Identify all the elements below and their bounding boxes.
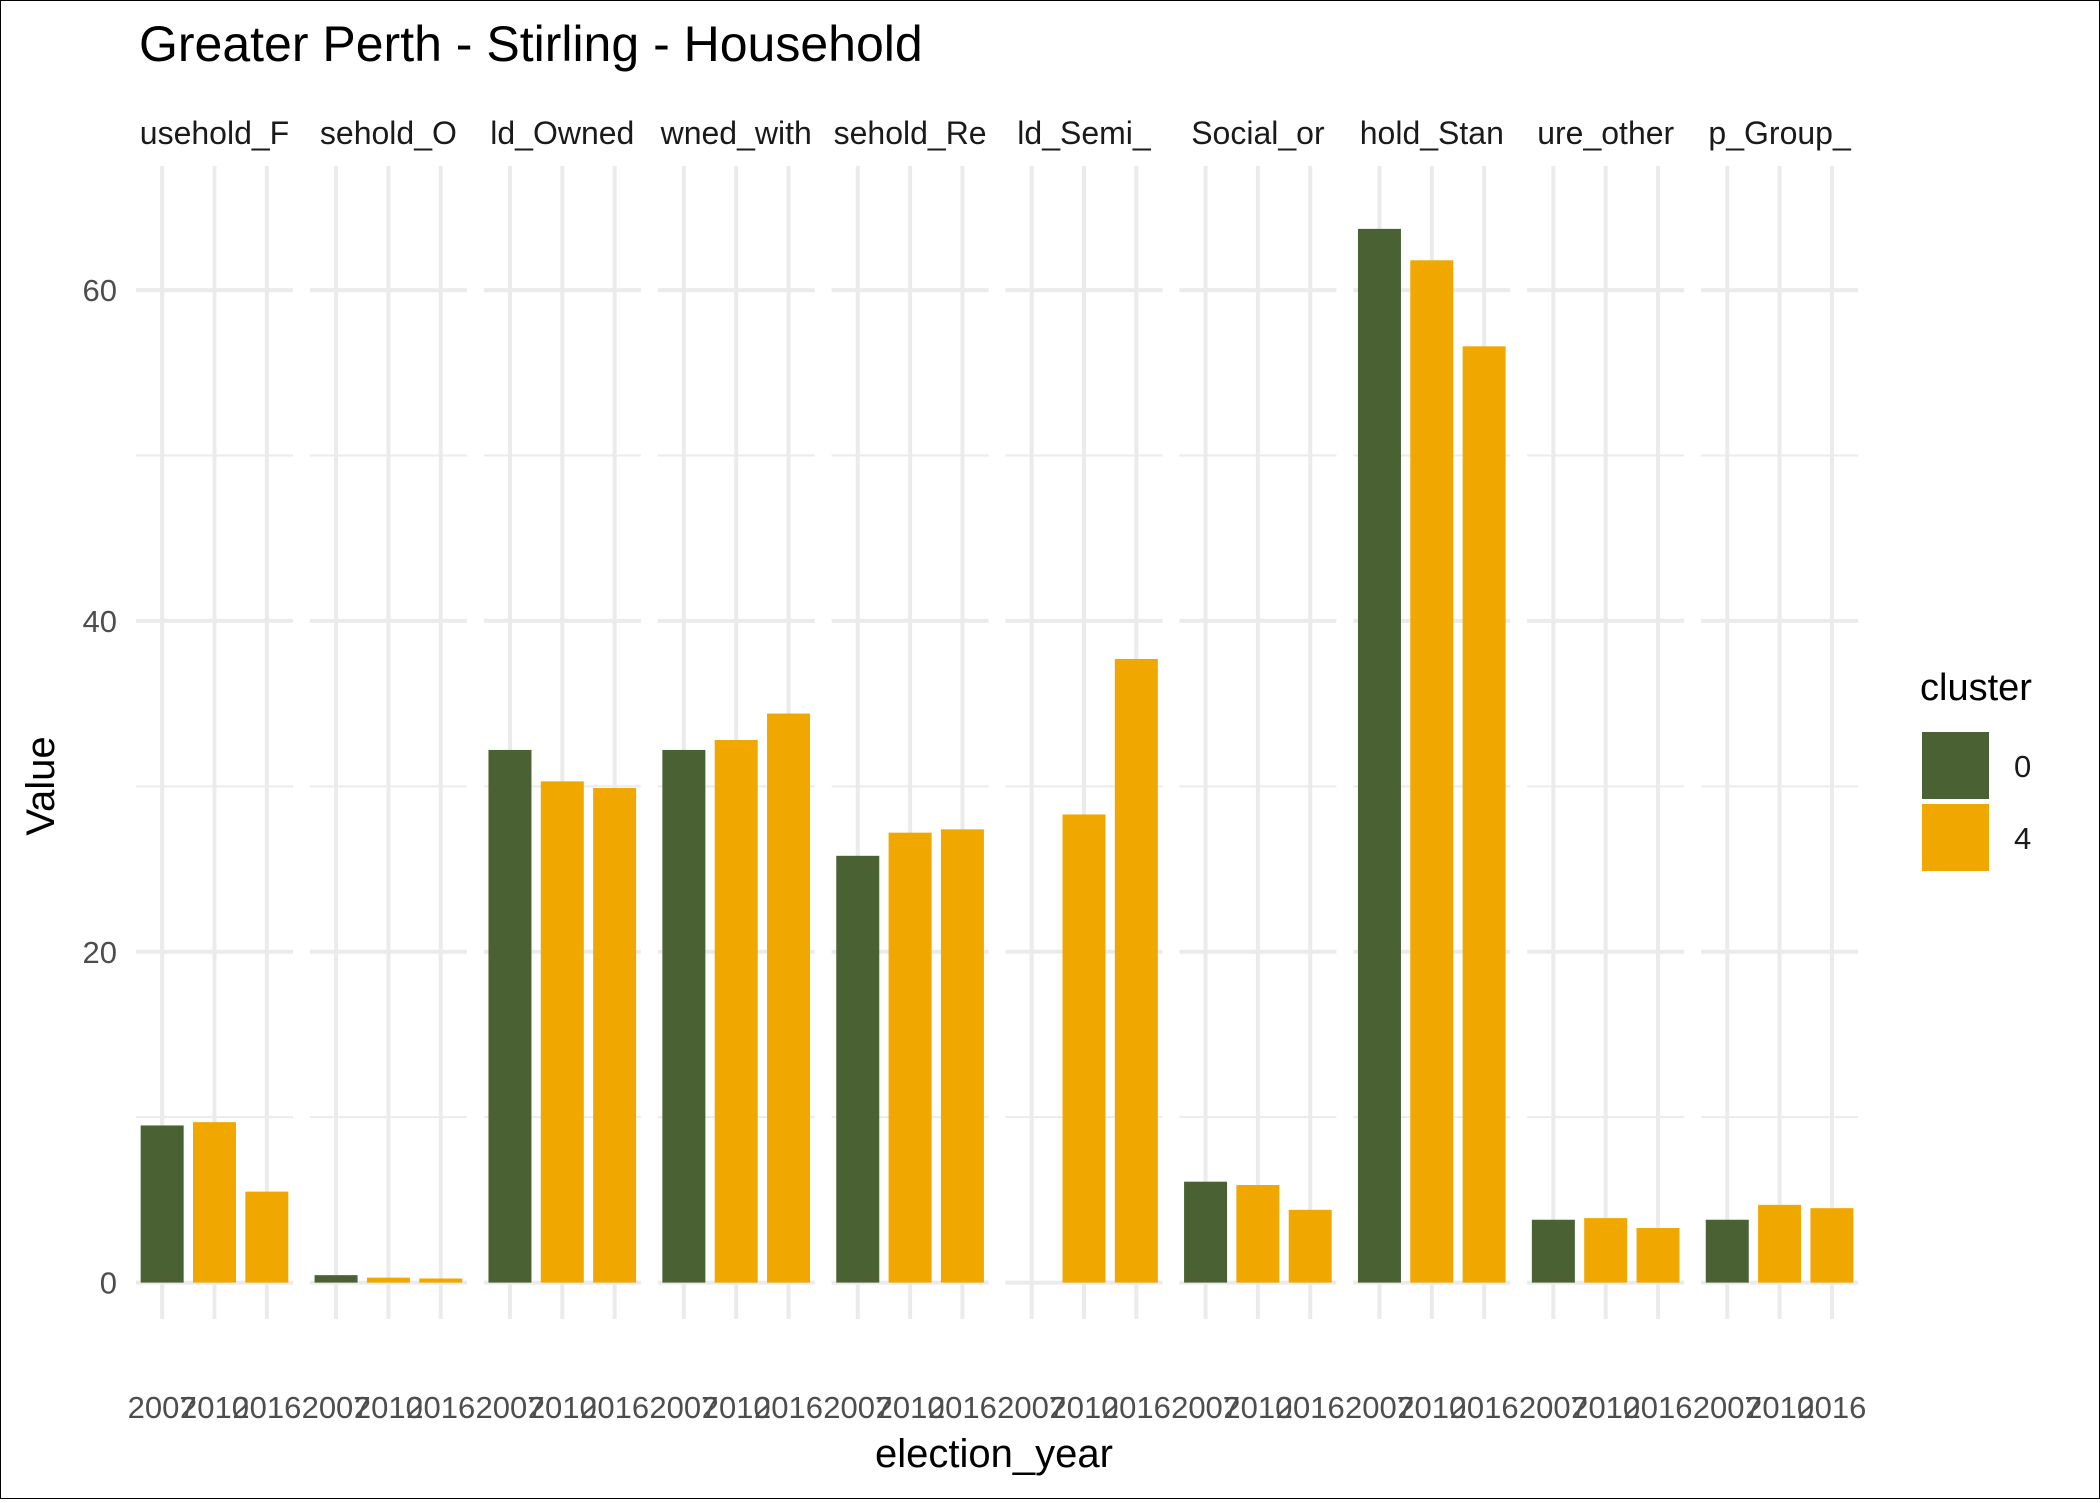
bar (1758, 1204, 1802, 1283)
facet-panels: usehold_F200720102016sehold_O20072010201… (128, 115, 1867, 1425)
x-tick-label: 2007 (128, 1390, 197, 1425)
bar (366, 1277, 410, 1283)
bar (1184, 1181, 1228, 1283)
bar (1584, 1218, 1628, 1283)
facet-strip-label: usehold_F (140, 115, 289, 151)
x-tick-label: 2007 (1171, 1390, 1240, 1425)
bar (888, 832, 932, 1283)
x-tick-label: 2010 (702, 1390, 771, 1425)
legend-key (1922, 804, 1989, 871)
legend-label: 4 (2014, 821, 2031, 856)
x-tick-label: 2016 (1276, 1390, 1345, 1425)
x-tick-label: 2010 (1223, 1390, 1292, 1425)
facet-strip-label: ure_other (1537, 115, 1674, 151)
y-axis-title: Value (19, 736, 63, 835)
bar (193, 1122, 236, 1283)
x-tick-label: 2010 (528, 1390, 597, 1425)
bar (940, 829, 984, 1283)
legend-title: cluster (1920, 667, 2032, 709)
x-tick-label: 2007 (1345, 1390, 1414, 1425)
bar (140, 1125, 184, 1283)
x-tick-label: 2016 (928, 1390, 997, 1425)
bar (488, 749, 532, 1283)
legend: cluster 0 4 (1920, 667, 2032, 871)
bar (314, 1275, 358, 1283)
x-axis-title: election_year (875, 1432, 1113, 1476)
x-tick-label: 2016 (232, 1390, 301, 1425)
x-tick-label: 2010 (1397, 1390, 1466, 1425)
bar (714, 740, 758, 1283)
x-tick-label: 2010 (1745, 1390, 1814, 1425)
x-tick-label: 2016 (1102, 1390, 1171, 1425)
y-tick-label: 20 (83, 935, 117, 970)
bar (1462, 346, 1506, 1283)
x-tick-label: 2010 (876, 1390, 945, 1425)
bar (540, 781, 584, 1283)
x-tick-label: 2007 (997, 1390, 1066, 1425)
y-tick-label: 60 (83, 273, 117, 308)
y-axis: 0 20 40 60 (83, 273, 117, 1301)
x-tick-label: 2007 (1693, 1390, 1762, 1425)
chart-title: Greater Perth - Stirling - Household (139, 16, 923, 72)
x-tick-label: 2007 (823, 1390, 892, 1425)
facet-strip-label: ld_Semi_ (1017, 115, 1152, 151)
bar (1236, 1185, 1280, 1283)
bar (836, 855, 880, 1283)
x-tick-label: 2007 (302, 1390, 371, 1425)
legend-label: 0 (2014, 749, 2031, 784)
bar (1410, 260, 1454, 1283)
x-tick-label: 2007 (1519, 1390, 1588, 1425)
facet-strip-label: sehold_O (320, 115, 457, 151)
facet-strip-label: ld_Owned (490, 115, 634, 151)
facet-strip-label: p_Group_ (1708, 115, 1852, 151)
facet-strip-label: wned_with (660, 115, 812, 151)
bar (1114, 658, 1158, 1283)
legend-key (1922, 732, 1989, 799)
bar (1357, 228, 1401, 1283)
x-tick-label: 2016 (1450, 1390, 1519, 1425)
bar (245, 1191, 289, 1283)
y-tick-label: 40 (83, 604, 117, 639)
bar (1810, 1208, 1854, 1283)
x-tick-label: 2007 (475, 1390, 544, 1425)
bar (1531, 1219, 1575, 1283)
x-tick-label: 2016 (580, 1390, 649, 1425)
bar (767, 713, 811, 1283)
x-tick-label: 2016 (1797, 1390, 1866, 1425)
x-tick-label: 2016 (754, 1390, 823, 1425)
facet-strip-label: Social_or (1191, 115, 1325, 151)
facet-strip-label: sehold_Re (834, 115, 987, 151)
bar (662, 749, 706, 1283)
x-tick-label: 2010 (1050, 1390, 1119, 1425)
bar (593, 787, 637, 1283)
bar (1288, 1209, 1332, 1283)
bar (1636, 1228, 1680, 1283)
y-tick-label: 0 (100, 1266, 117, 1301)
x-tick-label: 2010 (354, 1390, 423, 1425)
x-tick-label: 2010 (1571, 1390, 1640, 1425)
bar (1062, 814, 1106, 1283)
x-tick-label: 2016 (406, 1390, 475, 1425)
x-tick-label: 2016 (1624, 1390, 1693, 1425)
x-tick-label: 2007 (649, 1390, 718, 1425)
bar (1705, 1219, 1749, 1283)
facet-strip-label: hold_Stan (1360, 115, 1504, 151)
x-tick-label: 2010 (180, 1390, 249, 1425)
bar (419, 1278, 463, 1283)
